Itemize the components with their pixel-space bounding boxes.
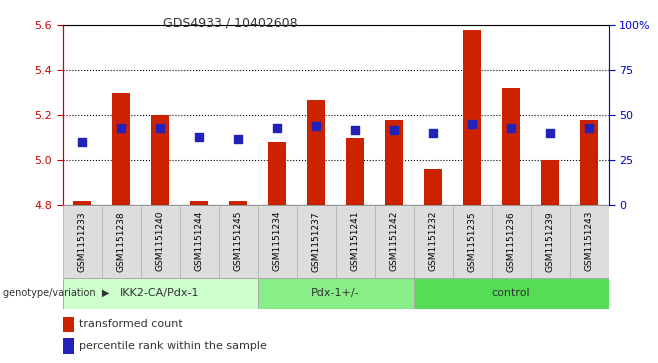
Text: Pdx-1+/-: Pdx-1+/- xyxy=(311,288,360,298)
Bar xyxy=(463,30,481,205)
Text: control: control xyxy=(492,288,530,298)
Point xyxy=(233,136,243,142)
Text: GSM1151244: GSM1151244 xyxy=(195,211,203,271)
Bar xyxy=(113,93,130,205)
Point xyxy=(506,125,517,131)
Point xyxy=(350,127,361,132)
Text: transformed count: transformed count xyxy=(79,319,183,329)
Text: GSM1151242: GSM1151242 xyxy=(390,211,399,271)
Text: GSM1151240: GSM1151240 xyxy=(155,211,164,272)
Bar xyxy=(257,278,414,309)
Bar xyxy=(73,201,91,205)
Bar xyxy=(229,201,247,205)
Bar xyxy=(307,99,325,205)
Point xyxy=(428,130,438,136)
Bar xyxy=(151,115,169,205)
Bar xyxy=(386,120,403,205)
Text: GSM1151243: GSM1151243 xyxy=(585,211,594,272)
Text: genotype/variation  ▶: genotype/variation ▶ xyxy=(3,288,110,298)
Bar xyxy=(346,138,364,205)
Point xyxy=(77,139,88,145)
Bar xyxy=(190,201,208,205)
Text: GSM1151239: GSM1151239 xyxy=(545,211,555,272)
Bar xyxy=(580,120,598,205)
Text: GSM1151235: GSM1151235 xyxy=(468,211,476,272)
Bar xyxy=(424,169,442,205)
Text: GSM1151233: GSM1151233 xyxy=(78,211,86,272)
Point xyxy=(389,127,399,132)
Text: GSM1151237: GSM1151237 xyxy=(312,211,320,272)
Text: GDS4933 / 10402608: GDS4933 / 10402608 xyxy=(163,16,297,29)
Text: GSM1151234: GSM1151234 xyxy=(272,211,282,272)
Text: percentile rank within the sample: percentile rank within the sample xyxy=(79,341,267,351)
Point xyxy=(467,121,477,127)
Point xyxy=(155,125,165,131)
Text: GSM1151232: GSM1151232 xyxy=(428,211,438,272)
Bar xyxy=(268,142,286,205)
Point xyxy=(311,123,321,129)
Text: GSM1151236: GSM1151236 xyxy=(507,211,516,272)
Text: GSM1151245: GSM1151245 xyxy=(234,211,243,272)
Text: IKK2-CA/Pdx-1: IKK2-CA/Pdx-1 xyxy=(120,288,200,298)
Bar xyxy=(63,278,257,309)
Text: GSM1151241: GSM1151241 xyxy=(351,211,359,272)
Point xyxy=(272,125,282,131)
Bar xyxy=(542,160,559,205)
Bar xyxy=(63,317,74,332)
Point xyxy=(584,125,594,131)
Point xyxy=(194,134,205,140)
Bar xyxy=(502,88,520,205)
Point xyxy=(545,130,555,136)
Bar xyxy=(63,338,74,354)
Point xyxy=(116,125,126,131)
Text: GSM1151238: GSM1151238 xyxy=(116,211,126,272)
Bar xyxy=(414,278,609,309)
